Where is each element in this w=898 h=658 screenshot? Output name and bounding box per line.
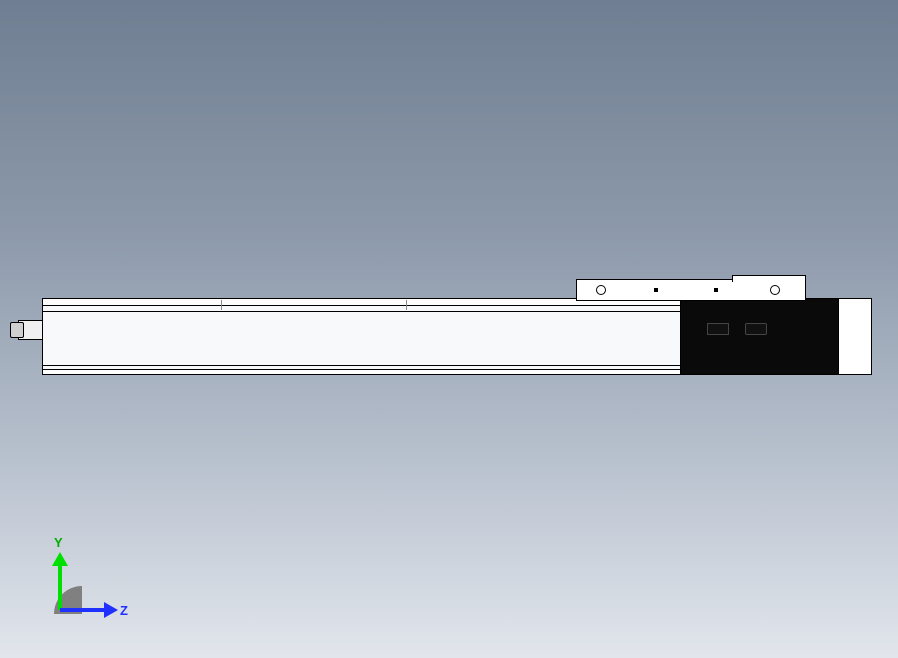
rail-inner-line-2: [43, 365, 683, 366]
motor-slot-2: [745, 323, 767, 335]
carriage-bracket-step: [732, 275, 806, 282]
motor-slot-1: [707, 323, 729, 335]
bracket-hole-4: [770, 285, 780, 295]
bracket-hole-3: [714, 288, 718, 292]
rail-top-strip: [43, 299, 683, 306]
orientation-triad[interactable]: Y Z: [40, 538, 120, 618]
rail-inner-line-1: [43, 311, 683, 312]
z-axis-label: Z: [120, 603, 128, 618]
motor-back-cap: [838, 298, 872, 375]
end-connector-hex: [10, 322, 24, 338]
bracket-hole-2: [654, 288, 658, 292]
cad-viewport[interactable]: Y Z: [0, 0, 898, 658]
rail-divider-2: [406, 300, 407, 310]
model-layer: [0, 0, 898, 658]
rail-divider-1: [221, 300, 222, 310]
bracket-hole-1: [596, 285, 606, 295]
y-axis-label: Y: [54, 535, 63, 550]
motor-block: [680, 298, 840, 375]
y-axis-arrowhead: [52, 552, 68, 566]
rail-bottom-strip: [43, 369, 683, 374]
carriage-bracket: [576, 279, 806, 301]
linear-rail-body: [42, 298, 684, 375]
end-connector-body: [18, 320, 46, 340]
z-axis-arrowhead: [104, 602, 118, 618]
